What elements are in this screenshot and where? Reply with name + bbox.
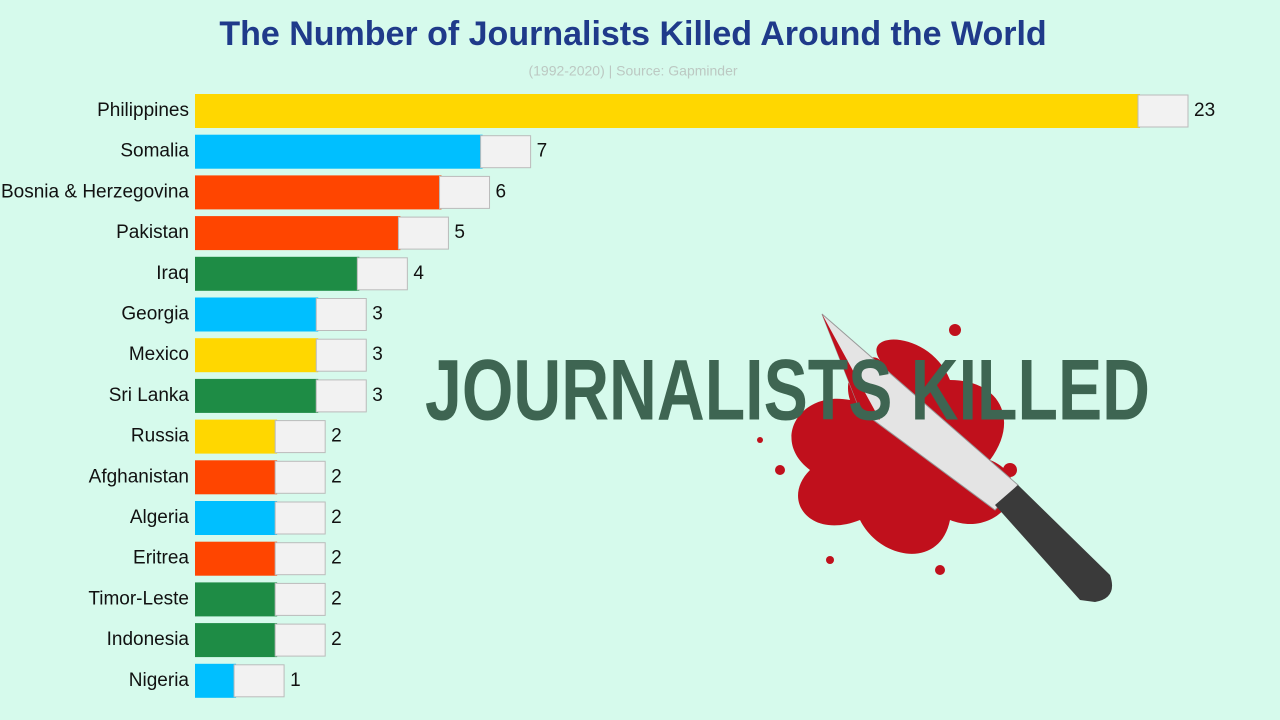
category-label: Bosnia & Herzegovina: [1, 181, 189, 202]
flag: [274, 501, 326, 535]
value-label: 5: [454, 222, 465, 243]
bar: [195, 297, 319, 332]
value-label: 2: [331, 588, 342, 609]
flag: [480, 135, 532, 169]
annotation: JOURNALISTS KILLED: [425, 343, 1150, 439]
category-label: Sri Lanka: [109, 385, 190, 406]
value-label: 23: [1194, 100, 1215, 121]
flag: [397, 216, 449, 250]
flag: [356, 257, 408, 291]
category-label: Iraq: [156, 263, 189, 284]
value-label: 2: [331, 629, 342, 650]
category-label: Philippines: [97, 100, 189, 121]
category-label: Nigeria: [129, 670, 190, 691]
bar: [195, 378, 319, 413]
value-label: 2: [331, 548, 342, 569]
value-label: 3: [372, 304, 383, 325]
flag: [274, 542, 326, 576]
bar: [195, 216, 401, 251]
value-label: 7: [537, 141, 548, 162]
bar: [195, 582, 278, 617]
value-label: 1: [290, 670, 301, 691]
category-label: Mexico: [129, 344, 189, 365]
flag: [315, 379, 367, 413]
bar: [195, 541, 278, 576]
category-label: Indonesia: [107, 629, 190, 650]
category-label: Russia: [131, 426, 190, 447]
bar: [195, 338, 319, 373]
category-label: Pakistan: [116, 222, 189, 243]
knife-illustration: [757, 313, 1113, 602]
chart-subtitle: (1992-2020) | Source: Gapminder: [528, 63, 737, 79]
bar: [195, 663, 237, 698]
category-label: Somalia: [120, 141, 189, 162]
category-label: Algeria: [130, 507, 190, 528]
category-label: Georgia: [121, 304, 189, 325]
flag: [315, 338, 367, 372]
flag: [274, 582, 326, 616]
value-label: 3: [372, 344, 383, 365]
flag: [233, 664, 285, 698]
category-label: Afghanistan: [89, 466, 189, 487]
value-label: 2: [331, 426, 342, 447]
bar: [195, 419, 278, 454]
bar: [195, 460, 278, 495]
flag: [274, 623, 326, 657]
category-label: Eritrea: [133, 548, 189, 569]
chart-title: The Number of Journalists Killed Around …: [219, 15, 1046, 53]
bar: [195, 623, 278, 658]
flag: [1137, 94, 1189, 128]
value-label: 6: [496, 181, 507, 202]
value-label: 4: [413, 263, 424, 284]
flag: [274, 420, 326, 454]
bar: [195, 134, 483, 169]
bar: [195, 256, 360, 291]
value-label: 2: [331, 466, 342, 487]
flag: [274, 460, 326, 494]
value-label: 3: [372, 385, 383, 406]
bar: [195, 94, 1140, 128]
bar: [195, 175, 442, 210]
category-label: Timor-Leste: [88, 588, 189, 609]
value-label: 2: [331, 507, 342, 528]
bar: [195, 501, 278, 535]
flag: [439, 175, 491, 209]
flag: [315, 298, 367, 331]
